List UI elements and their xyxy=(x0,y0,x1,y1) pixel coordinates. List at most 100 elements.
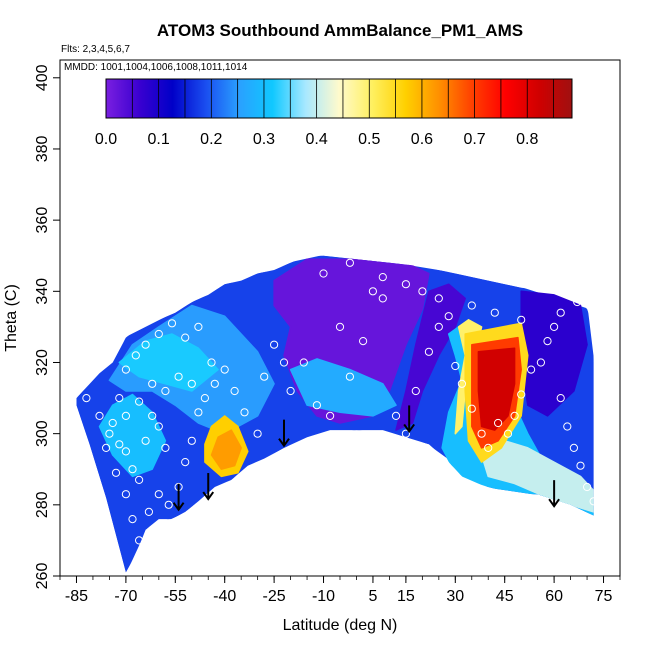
sample-point xyxy=(286,386,295,396)
sample-point xyxy=(326,411,335,420)
colorbar-tick-label: 0.7 xyxy=(463,131,485,148)
sample-point xyxy=(299,358,308,367)
y-tick-label: 260 xyxy=(34,563,51,590)
sample-point xyxy=(573,297,582,307)
x-tick-label: -10 xyxy=(312,588,335,605)
y-tick-label: 320 xyxy=(34,349,51,376)
sample-point xyxy=(279,358,289,367)
heat-region xyxy=(480,440,594,513)
sample-point xyxy=(517,315,526,324)
sample-point xyxy=(121,411,131,420)
sample-point xyxy=(457,379,466,388)
arrow xyxy=(172,483,185,512)
sample-point xyxy=(368,287,377,296)
y-axis: 260 280 300 320 340 360 380 400 xyxy=(34,64,60,589)
sample-point xyxy=(477,429,486,438)
flights-note: Flts: 2,3,4,5,6,7 xyxy=(61,44,130,55)
x-tick-label: -70 xyxy=(114,588,137,605)
x-tick-label: -25 xyxy=(263,588,286,605)
arrow xyxy=(278,419,290,448)
x-tick-label: 45 xyxy=(496,588,514,605)
sample-point xyxy=(556,394,565,403)
sample-point xyxy=(111,468,121,477)
sample-point xyxy=(135,475,144,484)
sample-point xyxy=(187,436,196,445)
sample-point xyxy=(105,429,114,438)
y-tick-label: 400 xyxy=(34,64,51,91)
sample-point xyxy=(391,411,401,420)
colorbar-tick-label: 0.3 xyxy=(253,131,275,148)
sample-point xyxy=(82,394,91,403)
sample-point xyxy=(510,411,519,420)
sample-point xyxy=(253,429,262,438)
sample-point xyxy=(484,443,493,452)
colorbar-tick-label: 0.2 xyxy=(200,131,222,148)
sample-point xyxy=(319,269,328,278)
sample-point xyxy=(108,418,117,428)
x-axis: -85 -70 -55 -40 -25 -10 5 15 30 45 60 75 xyxy=(59,576,621,605)
colorbar-tick-label: 0.0 xyxy=(95,131,117,148)
sample-point xyxy=(270,340,279,349)
sample-point xyxy=(260,372,269,381)
colorbar: 0.0 0.1 0.2 0.3 0.4 0.5 0.6 0.7 0.8 xyxy=(95,78,573,148)
sample-point xyxy=(154,329,163,339)
colorbar-gradient xyxy=(105,78,573,119)
sample-point xyxy=(128,515,137,524)
sample-point xyxy=(583,482,592,492)
y-tick-label: 340 xyxy=(34,278,51,305)
sample-point xyxy=(200,394,209,403)
colorbar-tick-label: 0.8 xyxy=(516,131,538,148)
sample-point xyxy=(164,500,173,509)
sample-point xyxy=(167,319,177,328)
sample-point xyxy=(115,394,124,403)
sample-point xyxy=(174,372,183,381)
sample-point xyxy=(181,333,190,342)
sample-point xyxy=(576,461,585,470)
x-tick-label: -85 xyxy=(65,588,88,605)
y-axis-title: Theta (C) xyxy=(3,284,20,352)
sample-point xyxy=(161,443,170,452)
sample-point xyxy=(207,358,216,367)
arrow xyxy=(548,480,560,508)
sample-point xyxy=(503,429,513,438)
sample-point xyxy=(444,312,453,321)
heat-region xyxy=(210,429,242,470)
sample-point xyxy=(187,379,196,388)
x-tick-label: 75 xyxy=(595,588,613,605)
colorbar-tick-label: 0.4 xyxy=(305,131,327,148)
sample-point xyxy=(434,294,443,303)
sample-point xyxy=(135,397,144,406)
sample-point xyxy=(543,337,552,346)
sample-point xyxy=(154,422,163,431)
sample-point xyxy=(102,443,111,452)
sample-point xyxy=(230,386,239,396)
sample-point xyxy=(345,258,354,267)
dates-note: MMDD: 1001,1004,1006,1008,1011,1014 xyxy=(64,62,248,73)
sample-point xyxy=(144,507,153,516)
sample-point xyxy=(589,497,598,506)
sample-point xyxy=(194,408,203,417)
sample-point xyxy=(536,358,546,367)
sample-point xyxy=(550,322,559,331)
arrows xyxy=(172,405,560,512)
sample-point xyxy=(148,411,157,420)
sample-point xyxy=(312,401,321,410)
heatmap xyxy=(76,255,594,573)
arrow xyxy=(403,405,415,434)
sample-point xyxy=(527,365,536,374)
colorbar-tick-label: 0.5 xyxy=(358,131,380,148)
x-tick-label: -40 xyxy=(213,588,236,605)
sample-point xyxy=(141,436,150,445)
y-tick-label: 300 xyxy=(34,420,51,447)
sample-point xyxy=(131,351,140,360)
sample-point xyxy=(569,443,579,452)
sample-point xyxy=(424,347,433,356)
x-tick-label: 30 xyxy=(446,588,464,605)
sample-point xyxy=(494,418,503,428)
colorbar-tick-label: 0.1 xyxy=(148,131,170,148)
y-tick-label: 280 xyxy=(34,491,51,518)
x-tick-label: 5 xyxy=(368,588,377,605)
sample-point xyxy=(490,308,499,317)
sample-point xyxy=(401,280,410,289)
sample-point xyxy=(401,429,410,438)
